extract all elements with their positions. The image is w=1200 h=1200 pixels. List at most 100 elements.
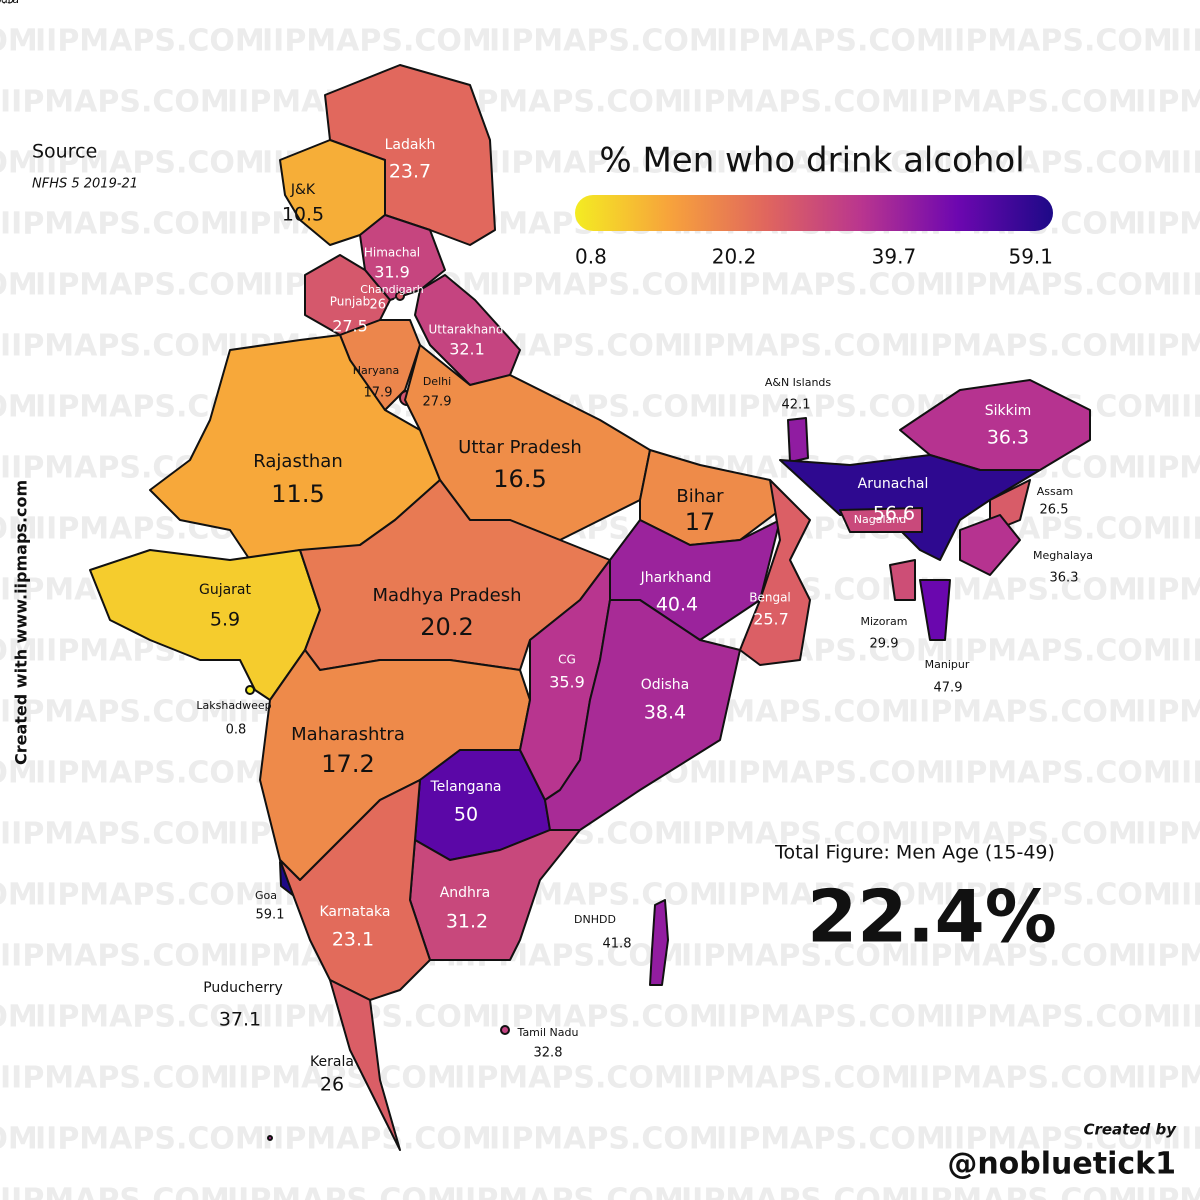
region-name: Delhi (423, 375, 451, 388)
title: % Men who drink alcohol (599, 141, 1024, 181)
color-tick-label: 59.1 (1008, 245, 1053, 269)
watermark: IIPMAPS.COM (1170, 512, 1200, 547)
region-value: 27.9 (423, 395, 452, 410)
watermark: IIPMAPS.COM (227, 1061, 457, 1096)
watermark: IIPMAPS.COM (716, 24, 946, 59)
region-shape (787, 417, 809, 463)
region-name: Meghalaya (1033, 549, 1093, 562)
watermark: IIPMAPS.COM (0, 390, 38, 425)
watermark: IIPMAPS.COM (943, 146, 1173, 181)
watermark: IIPMAPS.COM (35, 146, 265, 181)
watermark: IIPMAPS.COM (908, 329, 1138, 364)
watermark: IIPMAPS.COM (943, 24, 1173, 59)
region-name: Manipur (925, 658, 970, 671)
watermark: IIPMAPS.COM (1170, 390, 1200, 425)
region-name: Tripura (0, 0, 19, 6)
region-name: Karnataka (320, 904, 391, 920)
region-value: 26.5 (1040, 503, 1069, 518)
watermark: IIPMAPS.COM (489, 1122, 719, 1157)
watermark: IIPMAPS.COM (716, 146, 946, 181)
region-shape (959, 514, 1021, 576)
region-value: 23.7 (389, 161, 431, 183)
region-shape (919, 579, 951, 641)
region-value: 27.5 (332, 317, 368, 336)
watermark: IIPMAPS.COM (0, 1183, 230, 1200)
watermark: IIPMAPS.COM (1170, 1122, 1200, 1157)
watermark: IIPMAPS.COM (1170, 878, 1200, 913)
color-ticks: 0.8 20.2 39.7 59.1 (575, 245, 1053, 269)
region-value: 32.1 (449, 340, 485, 359)
region-name: Punjab (330, 295, 371, 309)
watermark: IIPMAPS.COM (1170, 146, 1200, 181)
region-shape (739, 479, 811, 666)
watermark: IIPMAPS.COM (1135, 573, 1200, 608)
watermark: IIPMAPS.COM (0, 939, 3, 974)
region-name: Telangana (429, 779, 501, 795)
region-name: Bengal (749, 591, 791, 605)
region-value: 11.5 (271, 480, 324, 508)
region-name: Bihar (676, 486, 724, 507)
watermark: IIPMAPS.COM (454, 1183, 684, 1200)
credit-handle: @nobluetick1 (947, 1147, 1176, 1182)
watermark: IIPMAPS.COM (0, 817, 3, 852)
watermark: IIPMAPS.COM (0, 634, 38, 669)
region-value: 5.9 (210, 609, 240, 631)
region-value: 35.9 (0, 0, 14, 8)
watermark: IIPMAPS.COM (0, 207, 3, 242)
region-value: 31.1 (871, 539, 900, 554)
region-value: 29.9 (870, 637, 899, 652)
region-shape (839, 507, 923, 533)
region-name: Mizoram (860, 615, 907, 628)
watermark: IIPMAPS.COM (454, 85, 684, 120)
watermark: IIPMAPS.COM (1135, 695, 1200, 730)
region-value: 32.8 (534, 1046, 563, 1061)
watermark: IIPMAPS.COM (1135, 817, 1200, 852)
watermark: IIPMAPS.COM (0, 1122, 38, 1157)
color-tick-label: 39.7 (872, 245, 917, 269)
region-name: DNHDD (574, 913, 616, 926)
region-value: 59.1 (256, 908, 285, 923)
region-value: 31.2 (446, 911, 488, 933)
watermark: IIPMAPS.COM (1135, 939, 1200, 974)
region-name: Odisha (641, 677, 690, 693)
region-value: 35.9 (549, 673, 585, 692)
watermark: IIPMAPS.COM (681, 939, 911, 974)
watermark: IIPMAPS.COM (0, 1061, 230, 1096)
region-name: Goa (255, 889, 277, 902)
watermark: IIPMAPS.COM (489, 24, 719, 59)
region-value: 26 (320, 1074, 344, 1096)
region-shape (395, 291, 405, 301)
watermark: IIPMAPS.COM (908, 85, 1138, 120)
watermark: IIPMAPS.COM (0, 268, 38, 303)
watermark: IIPMAPS.COM (0, 451, 3, 486)
watermark: IIPMAPS.COM (0, 695, 3, 730)
region-name: Nagaland (854, 513, 906, 526)
watermark: IIPMAPS.COM (943, 634, 1173, 669)
region-shape (267, 1135, 273, 1141)
region-name: Chandigarh (360, 283, 423, 296)
watermark: IIPMAPS.COM (35, 24, 265, 59)
watermark: IIPMAPS.COM (1135, 207, 1200, 242)
region-value: 40.4 (656, 594, 698, 616)
region-shape (304, 254, 391, 336)
region-value: 23.1 (332, 929, 374, 951)
watermark: IIPMAPS.COM (1170, 1000, 1200, 1035)
watermark: IIPMAPS.COM (908, 817, 1138, 852)
watermark: IIPMAPS.COM (1170, 634, 1200, 669)
watermark: IIPMAPS.COM (35, 1000, 265, 1035)
watermark: IIPMAPS.COM (943, 756, 1173, 791)
source-label: Source (32, 141, 97, 163)
region-value: 41.8 (603, 937, 632, 952)
watermark: IIPMAPS.COM (0, 512, 38, 547)
watermark: IIPMAPS.COM (943, 1122, 1173, 1157)
watermark: IIPMAPS.COM (1170, 268, 1200, 303)
region-value: 25.7 (753, 610, 789, 629)
watermark: IIPMAPS.COM (0, 207, 230, 242)
region-value: 20.2 (420, 613, 473, 641)
watermark: IIPMAPS.COM (0, 1061, 3, 1096)
watermark: IIPMAPS.COM (489, 268, 719, 303)
region-value: 38.4 (644, 702, 686, 724)
region-value: 37.1 (219, 1009, 261, 1031)
region-name: Sikkim (985, 403, 1032, 419)
